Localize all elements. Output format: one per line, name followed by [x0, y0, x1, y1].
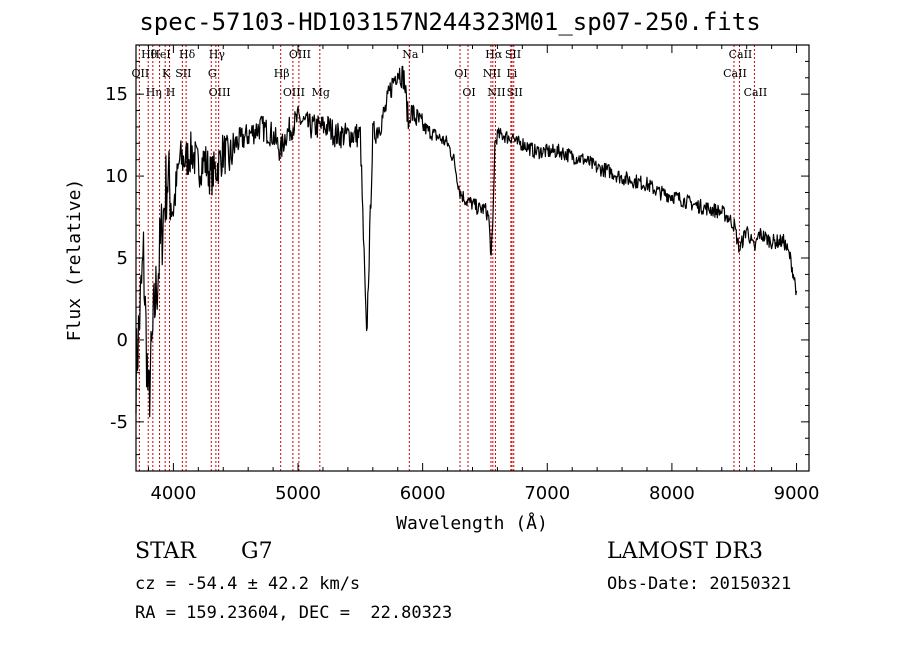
x-tick-label: 4000 [150, 483, 196, 504]
object-subclass: G7 [241, 539, 273, 564]
line-label: HeI [150, 48, 170, 61]
line-label: Hα [485, 48, 503, 61]
line-label: CaII [723, 67, 747, 80]
line-label: K [162, 67, 171, 80]
y-tick-label: 0 [117, 330, 128, 351]
y-tick-label: 10 [105, 166, 128, 187]
line-label: G [208, 67, 217, 80]
line-label: OII [132, 67, 150, 80]
y-tick-label: 5 [117, 248, 128, 269]
line-label: OIII [283, 86, 305, 99]
line-label: Li [506, 67, 517, 80]
survey-name: LAMOST DR3 [607, 539, 763, 564]
line-label: Hγ [209, 48, 226, 61]
line-label: OI [454, 67, 467, 80]
plot-frame [135, 44, 810, 472]
x-tick-label: 6000 [400, 483, 446, 504]
chart-title: spec-57103-HD103157N244323M01_sp07-250.f… [139, 8, 761, 36]
object-class: STAR [135, 539, 196, 564]
line-label: H [166, 86, 176, 99]
y-tick-label: 15 [105, 84, 128, 105]
line-label: Mg [312, 86, 330, 99]
redshift-cz: cz = -54.4 ± 42.2 km/s [135, 574, 361, 594]
line-label: Hη [146, 86, 162, 99]
x-tick-label: 5000 [275, 483, 321, 504]
line-label: NII [483, 67, 501, 80]
spectrum-line [135, 65, 798, 418]
line-label: Hθ [141, 48, 158, 61]
line-label: CaII [729, 48, 753, 61]
ra-dec: RA = 159.23604, DEC = 22.80323 [135, 603, 453, 623]
line-marker-group [138, 45, 755, 471]
line-label: Na [402, 48, 419, 61]
x-tick-label: 8000 [649, 483, 695, 504]
y-tick-label: -5 [110, 412, 128, 433]
line-label: SII [507, 86, 523, 99]
line-label: Hδ [179, 48, 196, 61]
line-label: CaII [744, 86, 768, 99]
x-tick-label: 7000 [524, 483, 570, 504]
line-label: OIII [289, 48, 311, 61]
x-tick-label: 9000 [774, 483, 820, 504]
line-label: NII [487, 86, 505, 99]
obs-date: Obs-Date: 20150321 [607, 574, 792, 594]
line-label-group: Hθ OII Hη HeI KH Hδ SII OIII Hγ G OIII OIII Hβ Mg Na OI… [132, 48, 768, 99]
axis-ticks: 4000 5000 6000 7000 8000 9000 -5 0 5 10 15 [105, 44, 820, 504]
line-label: OI [462, 86, 475, 99]
line-label: Hβ [274, 67, 290, 80]
line-label: SII [175, 67, 191, 80]
line-label: SII [505, 48, 521, 61]
x-axis-label: Wavelength (Å) [396, 512, 548, 534]
line-label: OIII [209, 86, 231, 99]
y-axis-label: Flux (relative) [64, 179, 85, 342]
